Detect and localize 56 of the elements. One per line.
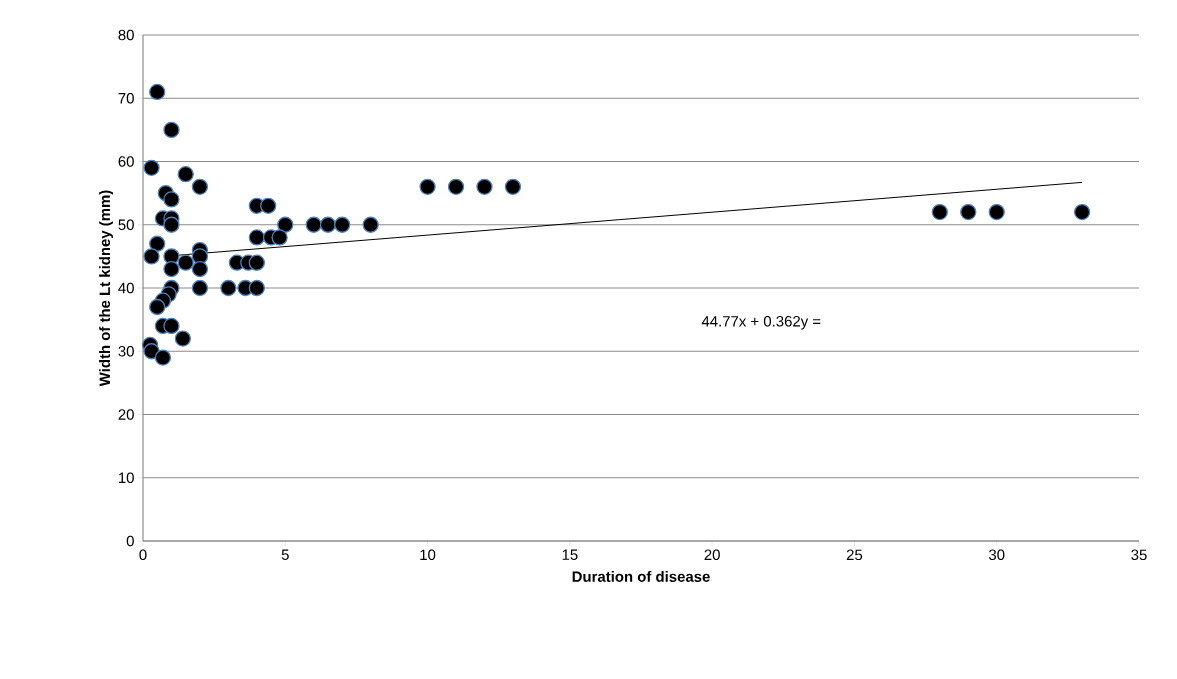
point — [334, 216, 351, 233]
point — [248, 254, 265, 271]
point — [362, 216, 379, 233]
point — [220, 279, 237, 297]
point — [163, 260, 180, 278]
point — [988, 203, 1005, 221]
x-tick-label: 30 — [988, 549, 1005, 561]
y-tick-label: 50 — [118, 219, 134, 231]
point — [163, 317, 180, 335]
point — [191, 178, 209, 195]
point — [504, 178, 522, 195]
annotation: 44.77x + 0.362y = — [701, 316, 821, 330]
point — [163, 191, 180, 208]
x-tick-label: 10 — [420, 549, 436, 561]
point — [271, 229, 288, 246]
point — [476, 178, 493, 195]
point — [931, 203, 948, 221]
point — [1073, 203, 1091, 221]
y-tick-label: 0 — [126, 535, 134, 547]
y-tick-label: 60 — [118, 156, 134, 167]
point — [177, 166, 194, 183]
y-tick-label: 10 — [119, 472, 134, 484]
point — [447, 178, 465, 195]
x-tick-label: 20 — [704, 549, 720, 561]
y-tick-label: 20 — [118, 409, 134, 420]
point — [191, 260, 209, 278]
x-tick-label: 0 — [139, 549, 147, 561]
y-tick-label: 40 — [118, 282, 134, 294]
point — [960, 203, 977, 221]
point — [154, 349, 172, 366]
point — [277, 216, 294, 233]
x-tick-label: 5 — [281, 549, 289, 560]
point — [319, 216, 337, 233]
x-tick-label: 15 — [562, 549, 578, 560]
point — [177, 254, 194, 271]
point — [174, 330, 191, 347]
y-tick-label: 70 — [118, 92, 134, 104]
point — [419, 178, 436, 195]
point — [248, 279, 265, 297]
point — [163, 121, 180, 139]
y-tick-label: 80 — [118, 29, 134, 41]
point — [248, 229, 265, 246]
point — [260, 197, 277, 214]
x-axis-title: Duration of disease — [572, 570, 710, 582]
point — [149, 235, 166, 252]
y-axis-title: Width of the Lt kidney (mm) — [99, 190, 114, 387]
y-tick-label: 30 — [118, 345, 134, 357]
point — [305, 216, 322, 233]
point — [143, 159, 160, 176]
point — [149, 298, 166, 316]
point — [149, 83, 166, 101]
point — [143, 248, 160, 265]
point — [163, 216, 180, 233]
x-tick-label: 25 — [846, 549, 863, 561]
x-tick-label: 35 — [1131, 549, 1147, 561]
point — [191, 279, 209, 297]
